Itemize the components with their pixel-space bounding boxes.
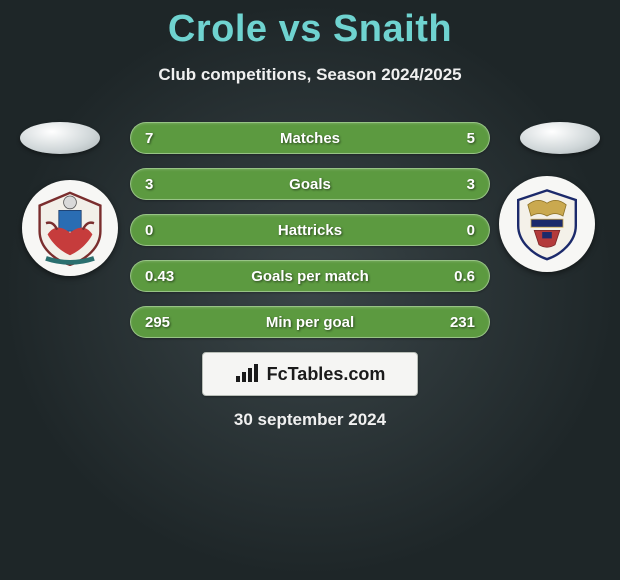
page-subtitle: Club competitions, Season 2024/2025 (0, 65, 620, 85)
stat-row-goals: 3 Goals 3 (130, 168, 490, 200)
stat-left-value: 7 (145, 130, 185, 147)
bar-chart-icon (235, 364, 261, 384)
stat-row-matches: 7 Matches 5 (130, 122, 490, 154)
date-label: 30 september 2024 (0, 410, 620, 430)
stat-left-value: 3 (145, 176, 185, 193)
club-crest-right (499, 176, 595, 272)
stat-label: Goals (185, 176, 435, 193)
player-photo-left (20, 122, 100, 154)
player-photo-right (520, 122, 600, 154)
page-title: Crole vs Snaith (0, 0, 620, 51)
crest-left-icon (30, 188, 110, 268)
brand-logo[interactable]: FcTables.com (202, 352, 418, 396)
stat-right-value: 0 (435, 222, 475, 239)
stat-row-hattricks: 0 Hattricks 0 (130, 214, 490, 246)
stat-right-value: 3 (435, 176, 475, 193)
stat-row-goals-per-match: 0.43 Goals per match 0.6 (130, 260, 490, 292)
brand-text: FcTables.com (267, 364, 386, 385)
stat-label: Hattricks (185, 222, 435, 239)
stat-right-value: 0.6 (435, 268, 475, 285)
stat-row-min-per-goal: 295 Min per goal 231 (130, 306, 490, 338)
stat-right-value: 231 (435, 314, 475, 331)
stats-container: 7 Matches 5 3 Goals 3 0 Hattricks 0 0.43… (130, 122, 490, 352)
stat-left-value: 295 (145, 314, 185, 331)
club-crest-left (22, 180, 118, 276)
crest-right-icon (507, 184, 587, 264)
stat-label: Min per goal (185, 314, 435, 331)
stat-label: Goals per match (185, 268, 435, 285)
stat-label: Matches (185, 130, 435, 147)
stat-right-value: 5 (435, 130, 475, 147)
stat-left-value: 0 (145, 222, 185, 239)
stat-left-value: 0.43 (145, 268, 185, 285)
